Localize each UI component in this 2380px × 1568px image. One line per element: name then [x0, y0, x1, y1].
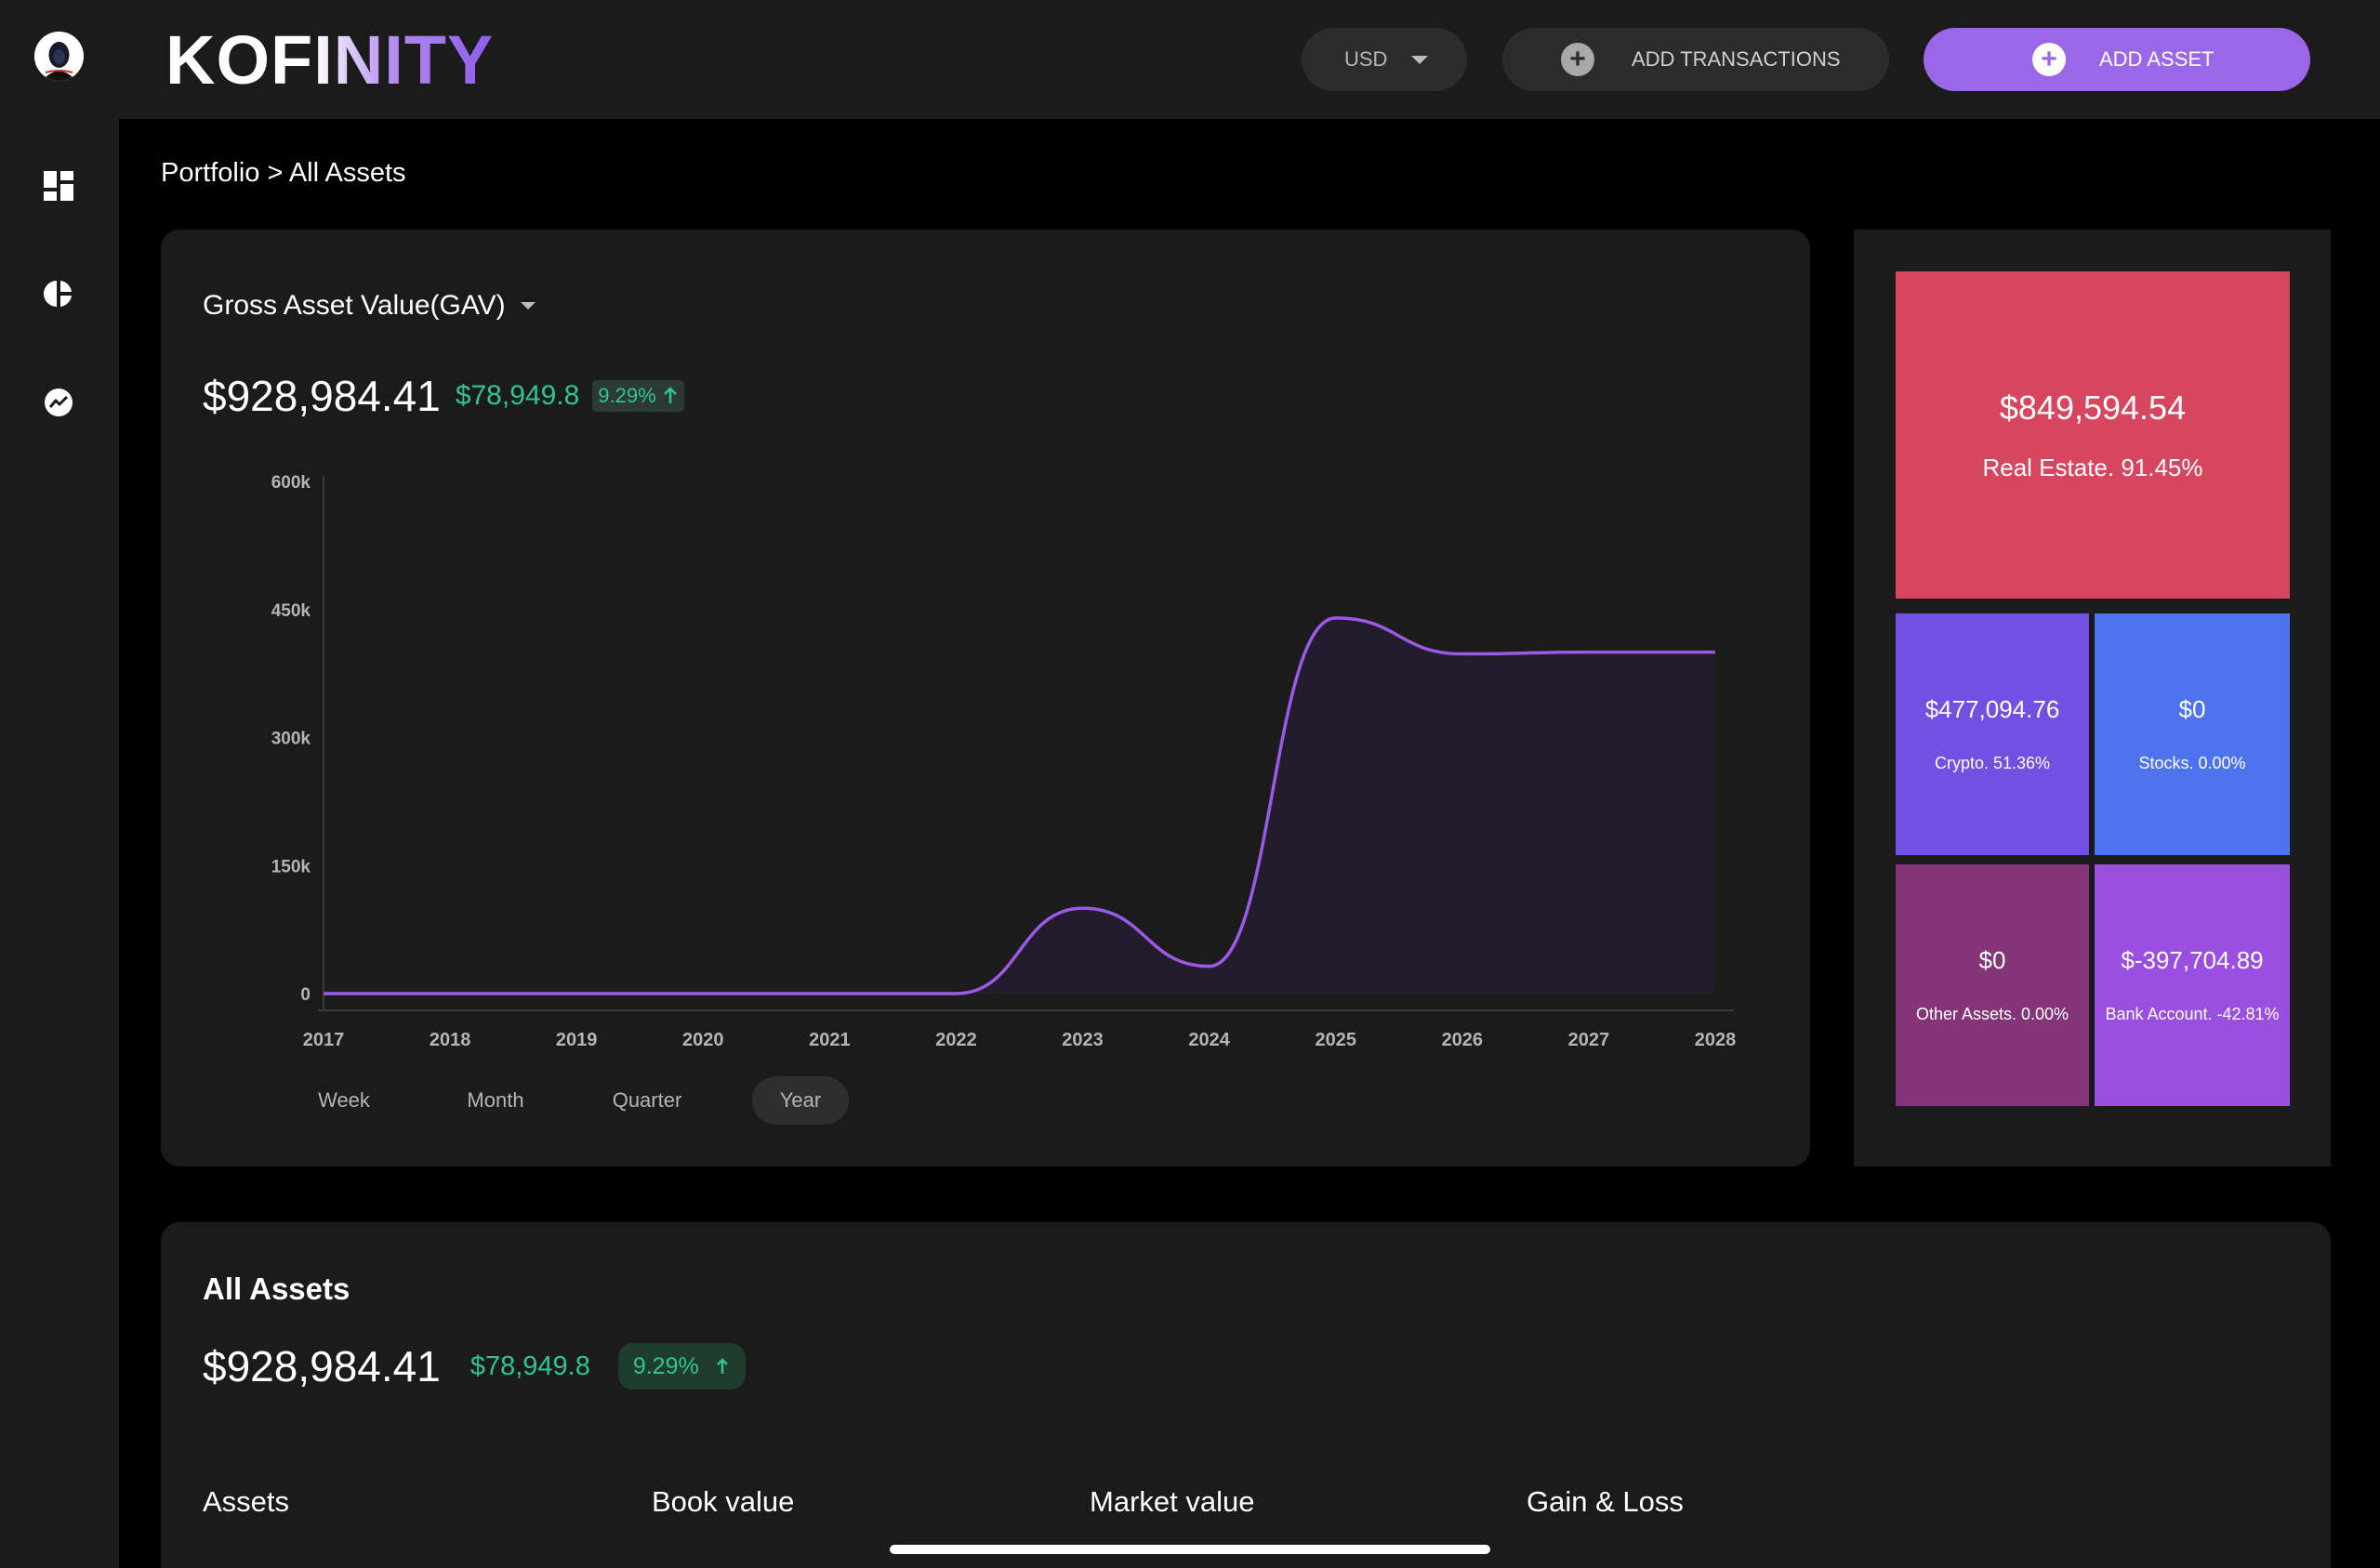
period-tabs: Week Month Quarter Year	[298, 1076, 849, 1125]
top-bar: KOFINITY USD + ADD TRANSACTIONS + ADD AS…	[119, 0, 2380, 119]
tab-month[interactable]: Month	[467, 1088, 524, 1112]
all-assets-card: All Assets $928,984.41 $78,949.8 9.29% A…	[161, 1222, 2331, 1568]
currency-label: USD	[1344, 47, 1388, 71]
currency-select[interactable]: USD	[1302, 28, 1467, 91]
tab-week[interactable]: Week	[318, 1088, 370, 1112]
series-line	[323, 616, 1715, 995]
avatar[interactable]	[34, 32, 84, 81]
gav-card: Gross Asset Value(GAV) $928,984.41 $78,9…	[161, 230, 1810, 1166]
assets-gain: $78,949.8	[469, 1351, 590, 1381]
x-tick-label: 2028	[1695, 1030, 1737, 1050]
add-transactions-label: ADD TRANSACTIONS	[1632, 47, 1841, 71]
assets-summary: $928,984.41 $78,949.8 9.29%	[203, 1341, 746, 1391]
home-indicator	[890, 1545, 1490, 1554]
gav-chart: 0 150k 300k 450k 600k 2017 2018 2019 2020 2021 202…	[271, 473, 1737, 1050]
add-asset-button[interactable]: + ADD ASSET	[1924, 28, 2310, 91]
x-tick-label: 2019	[556, 1030, 598, 1050]
x-tick-label: 2020	[682, 1030, 724, 1050]
allocation-treemap: $849,594.54 Real Estate. 91.45% $477,094…	[1854, 230, 2331, 1166]
tile-value: $-397,704.89	[2121, 946, 2264, 974]
tab-quarter[interactable]: Quarter	[612, 1088, 682, 1112]
tab-year[interactable]: Year	[752, 1076, 849, 1125]
gav-metric-select[interactable]: Gross Asset Value(GAV)	[203, 290, 536, 322]
kofinity-logo: KOFINITY	[165, 26, 494, 91]
assets-percent: 9.29%	[632, 1352, 699, 1379]
dashboard-icon[interactable]	[41, 168, 76, 204]
tile-label: Real Estate. 91.45%	[1982, 453, 2203, 481]
column-header-assets[interactable]: Assets	[203, 1485, 290, 1518]
x-tick-label: 2024	[1188, 1030, 1230, 1050]
series-area	[324, 617, 1715, 994]
tile-crypto[interactable]: $477,094.76 Crypto. 51.36%	[1896, 613, 2089, 855]
gav-percent-badge: 9.29%	[592, 380, 684, 412]
tile-stocks[interactable]: $0 Stocks. 0.00%	[2095, 613, 2290, 855]
gav-gain: $78,949.8	[455, 380, 580, 411]
chevron-down-icon	[1411, 55, 1429, 64]
tile-label: Bank Account. -42.81%	[2105, 1005, 2280, 1023]
y-tick-label: 0	[300, 985, 311, 1005]
x-tick-label: 2023	[1062, 1030, 1104, 1050]
assets-total-value: $928,984.41	[203, 1342, 441, 1390]
chevron-down-icon	[520, 302, 536, 310]
tile-value: $0	[2178, 695, 2206, 723]
tile-label: Other Assets. 0.00%	[1915, 1005, 2069, 1023]
x-tick-label: 2017	[303, 1030, 345, 1050]
plus-icon: +	[2032, 43, 2066, 76]
x-tick-label: 2026	[1442, 1030, 1484, 1050]
column-header-book-value[interactable]: Book value	[652, 1485, 795, 1518]
trending-icon[interactable]	[41, 385, 76, 420]
gav-title: Gross Asset Value(GAV)	[203, 290, 506, 321]
tile-value: $0	[1978, 946, 2006, 974]
assets-percent-badge: 9.29%	[617, 1343, 746, 1390]
x-tick-label: 2027	[1568, 1030, 1610, 1050]
y-tick-label: 300k	[271, 730, 311, 749]
x-tick-label: 2018	[430, 1030, 471, 1050]
plus-icon: +	[1561, 43, 1594, 76]
x-tick-label: 2021	[809, 1030, 851, 1050]
arrow-up-icon	[716, 1358, 728, 1374]
x-tick-label: 2022	[935, 1030, 977, 1050]
tile-real-estate[interactable]: $849,594.54 Real Estate. 91.45%	[1896, 271, 2290, 599]
y-tick-label: 450k	[271, 601, 311, 621]
pie-chart-icon[interactable]	[41, 276, 76, 311]
x-tick-label: 2025	[1315, 1030, 1356, 1050]
add-transactions-button[interactable]: + ADD TRANSACTIONS	[1502, 28, 1889, 91]
breadcrumb: Portfolio > All Assets	[161, 158, 406, 188]
column-header-gain-loss[interactable]: Gain & Loss	[1527, 1485, 1684, 1518]
tile-value: $477,094.76	[1924, 695, 2060, 723]
sidebar	[0, 0, 119, 1568]
gav-percent: 9.29%	[598, 384, 656, 407]
y-tick-label: 150k	[271, 857, 311, 876]
section-title: All Assets	[203, 1272, 350, 1306]
tile-value: $849,594.54	[1999, 388, 2187, 427]
tile-bank-account[interactable]: $-397,704.89 Bank Account. -42.81%	[2095, 864, 2290, 1106]
tile-label: Crypto. 51.36%	[1934, 754, 2051, 772]
gav-summary: $928,984.41 $78,949.8 9.29%	[203, 371, 684, 421]
y-tick-label: 600k	[271, 473, 311, 493]
tile-other-assets[interactable]: $0 Other Assets. 0.00%	[1896, 864, 2089, 1106]
add-asset-label: ADD ASSET	[2099, 47, 2215, 71]
gav-total-value: $928,984.41	[203, 372, 441, 420]
tile-label: Stocks. 0.00%	[2138, 754, 2246, 772]
arrow-up-icon	[663, 387, 677, 403]
svg-text:KOFINITY: KOFINITY	[165, 26, 494, 91]
column-header-market-value[interactable]: Market value	[1090, 1485, 1255, 1518]
